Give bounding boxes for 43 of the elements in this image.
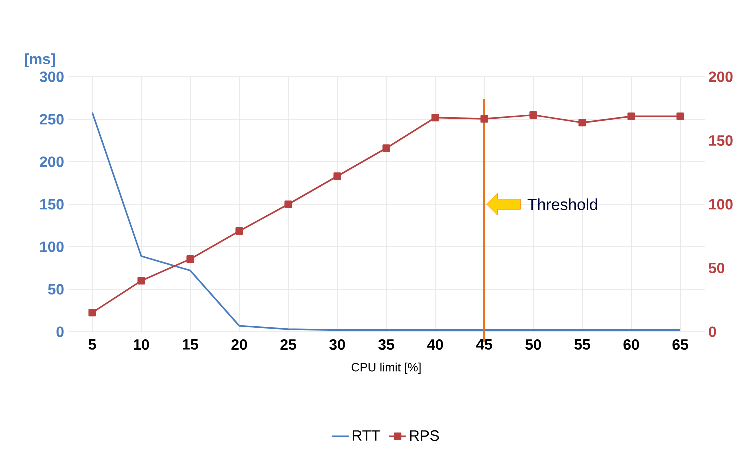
legend-label: RPS [410,430,440,442]
y-tick-label: 150 [40,199,64,210]
point [628,112,636,120]
x-tick-label: 15 [183,340,198,350]
point [480,115,488,123]
x-tick-label: 35 [378,340,394,350]
x-tick-label: 45 [476,340,492,350]
x-tick-label: 30 [330,340,346,350]
y-tick-label: 250 [40,114,64,125]
y2-tick-label: 0 [709,326,716,338]
point [530,111,538,120]
point [334,172,342,180]
y-tick-label: 100 [40,242,64,252]
x-tick-label: 10 [134,340,150,350]
y-tick-label: 0 [56,326,64,338]
y2-tick-label: 150 [709,135,733,146]
x-tick-label: 25 [280,340,296,350]
ref-line-label: Threshold [528,198,598,210]
y-axis-title: [ms] [25,54,56,68]
point [88,309,96,317]
legend-label: RTT [352,430,380,441]
x-tick-label: 65 [672,340,688,350]
x-axis-title: CPU limit [%] [352,362,421,374]
y2-tick-label: 200 [709,72,733,82]
point [382,144,390,152]
x-tick-label: 50 [526,340,542,350]
y-tick-label: 300 [40,72,64,82]
y-tick-label: 200 [40,156,64,168]
x-tick-label: 60 [624,340,640,350]
point [284,200,292,208]
point [578,119,586,127]
y2-tick-label: 100 [709,199,733,210]
point [138,277,146,285]
x-tick-label: 5 [88,340,96,350]
point [432,114,440,122]
point [186,256,194,264]
point [236,227,244,236]
y-tick-label: 50 [48,284,64,295]
x-tick-label: 55 [574,340,590,350]
point [676,112,684,120]
y2-tick-label: 50 [708,262,725,274]
x-tick-label: 20 [232,340,248,350]
x-tick-label: 40 [427,340,444,350]
